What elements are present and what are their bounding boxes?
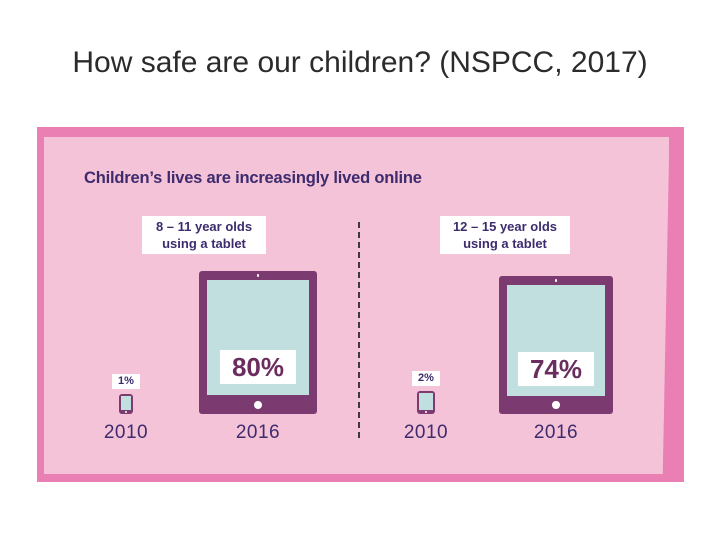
group-label-12-15: 12 – 15 year olds using a tablet [440,216,570,254]
tablet-home-button [552,401,560,409]
tablet-screen [121,396,131,410]
group-label-line: 8 – 11 year olds [155,219,253,234]
tablet-camera [554,279,558,282]
value-label-8-11-2010: 1% [112,374,140,389]
group-label-line: using a tablet [463,236,547,251]
value-label-8-11-2016: 80% [220,349,296,384]
chart-title: Children’s lives are increasingly lived … [84,169,422,187]
tablet-icon [416,391,436,414]
group-divider [358,222,360,438]
tablet-home-button [125,411,127,413]
tablet-camera [256,273,260,277]
year-label-12-15-2010: 2010 [403,422,449,443]
value-label-12-15-2010: 2% [412,371,440,387]
tablet-screen [418,393,434,410]
year-label-12-15-2016: 2016 [533,422,579,443]
year-label-8-11-2010: 2010 [103,422,149,443]
tablet-home-button [424,410,427,413]
year-label-8-11-2016: 2016 [235,422,281,443]
group-label-line: using a tablet [162,236,246,251]
slide-title: How safe are our children? (NSPCC, 2017) [72,46,648,79]
tablet-icon [119,394,133,414]
group-label-line: 12 – 15 year olds [452,219,558,234]
tablet-icon [499,276,613,414]
group-label-8-11: 8 – 11 year olds using a tablet [142,216,266,254]
value-label-12-15-2016: 74% [518,352,594,387]
tablet-home-button [254,400,262,409]
tablet-icon [199,271,317,414]
